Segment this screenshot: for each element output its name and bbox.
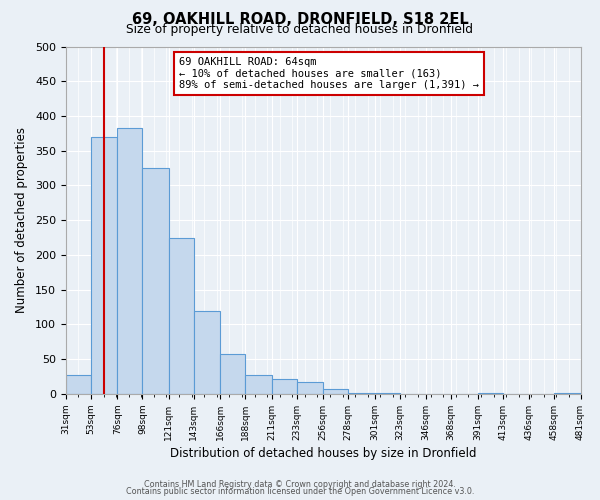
X-axis label: Distribution of detached houses by size in Dronfield: Distribution of detached houses by size … xyxy=(170,447,476,460)
Bar xyxy=(194,310,220,394)
Bar xyxy=(478,392,503,394)
Text: Contains public sector information licensed under the Open Government Licence v3: Contains public sector information licen… xyxy=(126,488,474,496)
Bar xyxy=(91,137,117,394)
Bar xyxy=(169,238,194,394)
Y-axis label: Number of detached properties: Number of detached properties xyxy=(15,127,28,313)
Bar xyxy=(66,374,91,394)
Bar xyxy=(272,378,297,394)
Bar xyxy=(142,168,169,394)
Bar xyxy=(117,128,142,394)
Text: Contains HM Land Registry data © Crown copyright and database right 2024.: Contains HM Land Registry data © Crown c… xyxy=(144,480,456,489)
Bar xyxy=(245,374,272,394)
Text: 69, OAKHILL ROAD, DRONFIELD, S18 2EL: 69, OAKHILL ROAD, DRONFIELD, S18 2EL xyxy=(131,12,469,26)
Bar xyxy=(220,354,245,394)
Bar xyxy=(297,382,323,394)
Bar xyxy=(323,389,349,394)
Text: 69 OAKHILL ROAD: 64sqm
← 10% of detached houses are smaller (163)
89% of semi-de: 69 OAKHILL ROAD: 64sqm ← 10% of detached… xyxy=(179,57,479,90)
Text: Size of property relative to detached houses in Dronfield: Size of property relative to detached ho… xyxy=(127,24,473,36)
